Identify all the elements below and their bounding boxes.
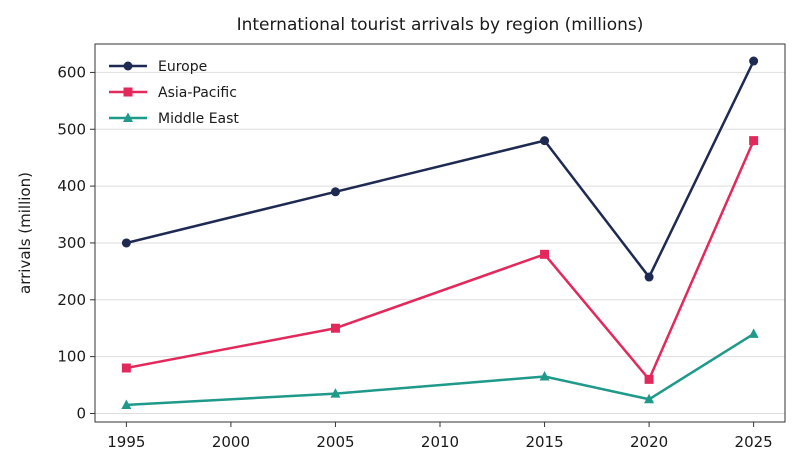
data-point-middle-east	[539, 371, 550, 381]
legend-item-middle-east: Middle East	[109, 111, 239, 127]
data-point-asia-pacific	[540, 249, 550, 259]
legend-marker	[123, 87, 133, 97]
legend-marker	[123, 112, 133, 122]
x-tick-label: 2010	[421, 433, 459, 451]
y-tick-label: 500	[57, 120, 86, 138]
x-tick-label: 2020	[630, 433, 668, 451]
legend-item-europe: Europe	[109, 59, 207, 75]
x-tick-label: 1995	[107, 433, 145, 451]
chart-title: International tourist arrivals by region…	[237, 15, 644, 35]
y-axis-label: arrivals (million)	[16, 172, 34, 294]
x-tick-label: 2000	[212, 433, 250, 451]
data-point-asia-pacific	[121, 363, 131, 373]
y-tick-label: 0	[76, 404, 86, 422]
legend: Europe Asia-Pacific Middle East	[109, 59, 239, 127]
legend-label: Middle East	[158, 111, 239, 127]
data-point-asia-pacific	[330, 323, 340, 333]
data-point-europe	[330, 187, 340, 197]
series-group	[121, 56, 759, 409]
y-tick-label: 100	[57, 348, 86, 366]
data-point-asia-pacific	[644, 374, 654, 384]
series-asia-pacific	[121, 136, 759, 384]
data-point-europe	[121, 238, 131, 248]
legend-item-asia-pacific: Asia-Pacific	[109, 85, 237, 101]
legend-label: Europe	[158, 59, 207, 75]
y-tick-label: 200	[57, 291, 86, 309]
data-point-middle-east	[121, 399, 132, 409]
gridlines	[95, 71, 785, 414]
x-tick-label: 2015	[525, 433, 563, 451]
data-point-middle-east	[748, 328, 759, 338]
x-tick-label: 2025	[735, 433, 773, 451]
data-point-middle-east	[644, 393, 655, 404]
data-point-asia-pacific	[749, 136, 759, 146]
data-point-europe	[540, 136, 550, 146]
data-point-europe	[749, 56, 759, 66]
x-tick-label: 2005	[316, 433, 354, 451]
series-europe	[121, 56, 759, 282]
legend-marker	[123, 61, 133, 71]
data-point-middle-east	[330, 388, 341, 398]
legend-label: Asia-Pacific	[158, 85, 237, 101]
y-tick-label: 400	[57, 177, 86, 195]
y-tick-label: 300	[57, 234, 86, 252]
series-middle-east	[121, 328, 759, 409]
y-tick-label: 600	[57, 63, 86, 81]
y-axis: 0 100 200 300 400 500 600	[57, 63, 95, 422]
data-point-europe	[644, 272, 654, 282]
x-axis: 1995 2000 2005 2010 2015 2020 2025	[107, 422, 773, 451]
